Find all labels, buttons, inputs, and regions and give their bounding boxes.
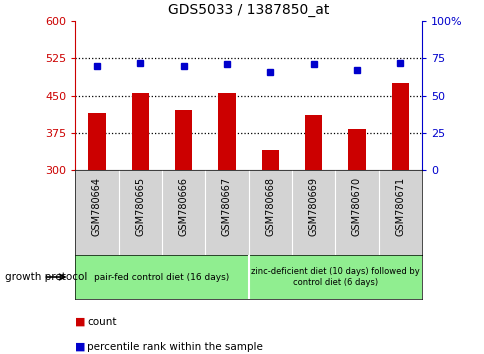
Text: GSM780665: GSM780665 (135, 177, 145, 236)
Text: ■: ■ (75, 342, 86, 352)
Bar (175, 110, 192, 170)
Text: pair-fed control diet (16 days): pair-fed control diet (16 days) (94, 273, 229, 281)
Text: zinc-deficient diet (10 days) followed by
control diet (6 days): zinc-deficient diet (10 days) followed b… (250, 267, 419, 287)
Text: GSM780664: GSM780664 (91, 177, 102, 236)
Bar (348, 129, 365, 170)
Bar (261, 150, 278, 170)
Text: GSM780668: GSM780668 (265, 177, 274, 236)
Text: percentile rank within the sample: percentile rank within the sample (87, 342, 263, 352)
Bar (131, 93, 149, 170)
Text: GSM780666: GSM780666 (178, 177, 188, 236)
Bar (391, 83, 408, 170)
Bar (218, 93, 235, 170)
Text: GSM780667: GSM780667 (222, 177, 231, 236)
Title: GDS5033 / 1387850_at: GDS5033 / 1387850_at (167, 4, 329, 17)
Text: growth protocol: growth protocol (5, 272, 87, 282)
Text: count: count (87, 317, 117, 327)
Text: GSM780671: GSM780671 (394, 177, 405, 236)
Bar (88, 113, 106, 170)
Text: GSM780669: GSM780669 (308, 177, 318, 236)
Text: ■: ■ (75, 317, 86, 327)
Text: GSM780670: GSM780670 (351, 177, 361, 236)
Bar (304, 115, 321, 170)
